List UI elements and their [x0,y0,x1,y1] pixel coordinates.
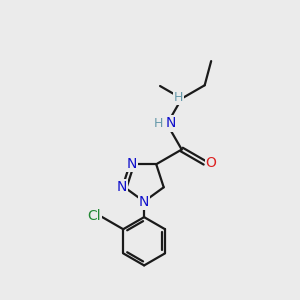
Text: Cl: Cl [87,209,101,223]
Text: N: N [117,180,127,194]
Text: H: H [154,117,164,130]
Text: O: O [206,156,217,170]
Text: N: N [127,157,137,171]
Text: H: H [173,92,183,104]
Text: N: N [139,194,149,208]
Text: N: N [165,116,176,130]
